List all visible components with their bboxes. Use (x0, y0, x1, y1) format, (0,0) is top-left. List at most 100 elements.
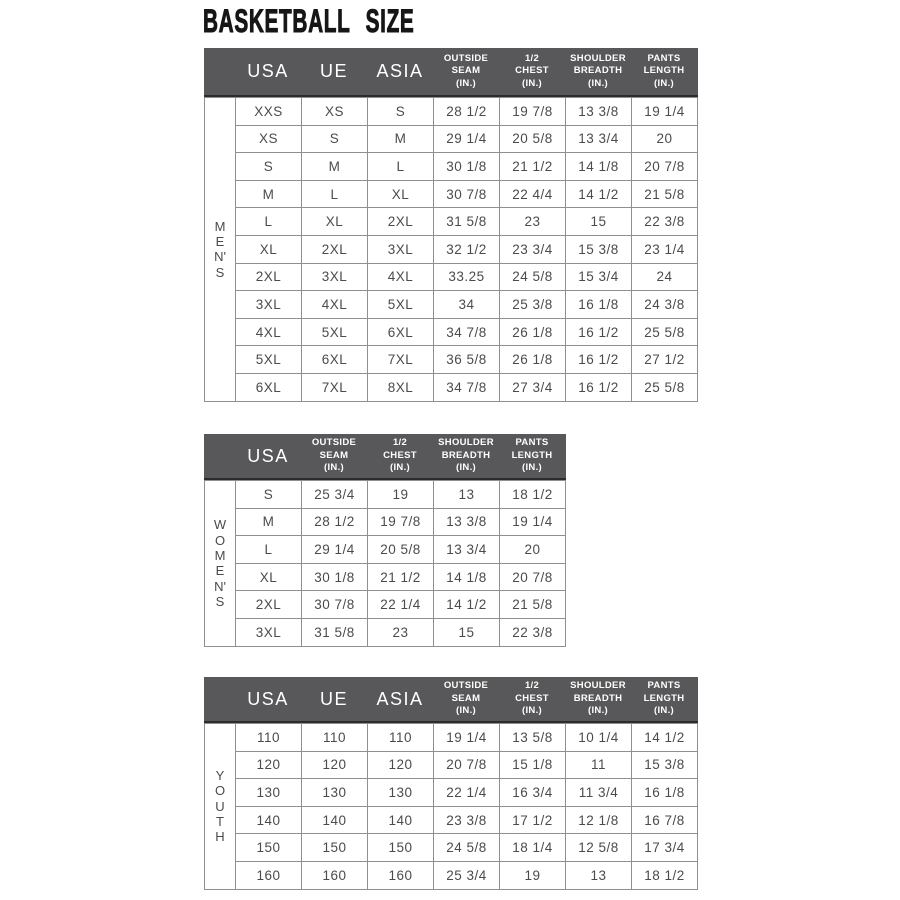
table-row: 120 120 120 20 7/8 15 1/8 11 15 3/8 (205, 750, 698, 780)
table-cell: 22 1/4 (367, 590, 434, 619)
column-header: SHOULDER BREADTH (IN.) (570, 52, 626, 89)
womens-table-header: USA OUTSIDE SEAM (IN.) 1/2 CHEST (IN.) SHOU… (204, 434, 566, 480)
table-cell: 25 3/4 (301, 480, 368, 509)
column-header: UE (319, 688, 348, 709)
table-row: 5XL 6XL 7XL 36 5/8 26 1/8 16 1/2 27 1/2 (205, 345, 698, 374)
table-cell: 20 7/8 (631, 152, 698, 181)
table-cell: 120 (235, 750, 302, 780)
column-header: 1/2 CHEST (IN.) (515, 52, 549, 89)
table-cell: 4XL (301, 290, 368, 319)
table-cell: 2XL (301, 234, 368, 264)
table-cell: 30 7/8 (301, 590, 368, 619)
table-cell: 15 (565, 207, 632, 236)
table-cell: 31 5/8 (301, 617, 368, 647)
table-cell: 19 7/8 (367, 507, 434, 537)
table-cell: 24 5/8 (433, 833, 500, 862)
table-cell: 6XL (367, 317, 434, 347)
table-cell: 18 1/2 (631, 860, 698, 890)
column-header: 1/2 CHEST (IN.) (383, 437, 417, 474)
table-cell: 28 1/2 (301, 507, 368, 537)
table-cell: 14 1/2 (433, 590, 500, 619)
column-header: USA (247, 61, 289, 81)
womens-size-table: USA OUTSIDE SEAM (IN.) 1/2 CHEST (IN.) SHOU… (204, 434, 566, 647)
youth-table-body: Y O U T H 110 110 110 19 1/4 13 5/8 10 1/4 14 1… (204, 723, 698, 890)
group-label: M E N' S (204, 97, 236, 402)
table-cell: 28 1/2 (433, 97, 500, 126)
table-cell: 6XL (235, 372, 302, 402)
table-row: XL 30 1/8 21 1/2 14 1/8 20 7/8 (205, 562, 566, 592)
table-cell: 4XL (367, 262, 434, 292)
table-cell: 14 1/8 (433, 562, 500, 592)
column-header: PANTS LENGTH (IN.) (643, 52, 685, 89)
table-cell: 18 1/2 (499, 480, 566, 509)
table-cell: 20 7/8 (433, 750, 500, 780)
womens-header-row: USA OUTSIDE SEAM (IN.) 1/2 CHEST (IN.) SHOU… (204, 434, 565, 478)
table-cell: 13 (565, 860, 632, 890)
column-header: ASIA (376, 61, 424, 81)
column-header: SHOULDER BREADTH (IN.) (570, 680, 626, 717)
table-cell: 20 5/8 (367, 535, 434, 564)
group-label: W O M E N' S (204, 480, 236, 647)
table-cell: 25 5/8 (631, 317, 698, 347)
table-cell: XXS (235, 97, 302, 126)
table-cell: 24 5/8 (499, 262, 566, 292)
table-cell: 20 7/8 (499, 562, 566, 592)
table-cell: 110 (235, 723, 302, 752)
table-row: Y O U T H 110 110 110 19 1/4 13 5/8 10 1/4 14 1… (204, 723, 698, 890)
column-header: USA (247, 445, 289, 466)
table-cell: 13 3/8 (433, 507, 500, 537)
table-cell: S (367, 97, 434, 126)
table-cell: 29 1/4 (433, 124, 500, 154)
column-header: UE (319, 61, 348, 81)
table-cell: 16 1/8 (565, 290, 632, 319)
table-cell: 10 1/4 (565, 723, 632, 752)
column-header: ASIA (376, 688, 424, 709)
table-cell: 34 (433, 290, 500, 319)
table-cell: 12 5/8 (565, 833, 632, 862)
table-cell: 150 (301, 833, 368, 862)
table-cell: 19 7/8 (499, 97, 566, 126)
table-row: M E N' S XXS XS S 28 1/2 19 7/8 13 3/8 19 1/4 (204, 97, 698, 402)
table-cell: 20 5/8 (499, 124, 566, 154)
table-cell: 19 (499, 860, 566, 890)
table-header-corner (204, 677, 235, 721)
table-cell: 13 3/4 (565, 124, 632, 154)
table-cell: XS (235, 124, 302, 154)
table-cell: 140 (301, 805, 368, 835)
table-cell: 21 5/8 (631, 179, 698, 209)
table-cell: 12 1/8 (565, 805, 632, 835)
table-cell: 26 1/8 (499, 317, 566, 347)
table-cell: 19 1/4 (433, 723, 500, 752)
table-cell: 32 1/2 (433, 234, 500, 264)
youth-size-table: USA UE ASIA OUTSIDE SEAM (IN.) 1/2 CHEST (IN… (204, 677, 698, 890)
table-cell: 31 5/8 (433, 207, 500, 236)
table-cell: 22 3/8 (499, 617, 566, 647)
group-label: Y O U T H (204, 723, 236, 890)
table-cell: 4XL (235, 317, 302, 347)
table-cell: 25 5/8 (631, 372, 698, 402)
table-cell: 160 (301, 860, 368, 890)
table-cell: 3XL (235, 617, 302, 647)
mens-size-table: USA UE ASIA OUTSIDE SEAM (IN.) 1/2 CHEST (IN… (204, 48, 698, 402)
column-header: USA (247, 688, 289, 709)
table-cell: 13 (433, 480, 500, 509)
table-row: 2XL 30 7/8 22 1/4 14 1/2 21 5/8 (205, 590, 566, 619)
table-cell: L (367, 152, 434, 181)
table-cell: 160 (367, 860, 434, 890)
table-cell: 22 3/8 (631, 207, 698, 236)
table-cell: 30 1/8 (433, 152, 500, 181)
table-cell: 7XL (367, 345, 434, 374)
table-cell: 2XL (367, 207, 434, 236)
table-cell: 25 3/4 (433, 860, 500, 890)
table-cell: 150 (367, 833, 434, 862)
table-cell: 29 1/4 (301, 535, 368, 564)
table-row: S M L 30 1/8 21 1/2 14 1/8 20 7/8 (205, 152, 698, 181)
table-cell: 140 (235, 805, 302, 835)
table-cell: 27 1/2 (631, 345, 698, 374)
table-row: W O M E N' S S 25 3/4 19 13 18 1/2 (204, 480, 566, 647)
table-cell: 20 (499, 535, 566, 564)
table-cell: 16 1/2 (565, 345, 632, 374)
table-cell: 110 (301, 723, 368, 752)
table-cell: 13 3/4 (433, 535, 500, 564)
table-cell: 15 (433, 617, 500, 647)
